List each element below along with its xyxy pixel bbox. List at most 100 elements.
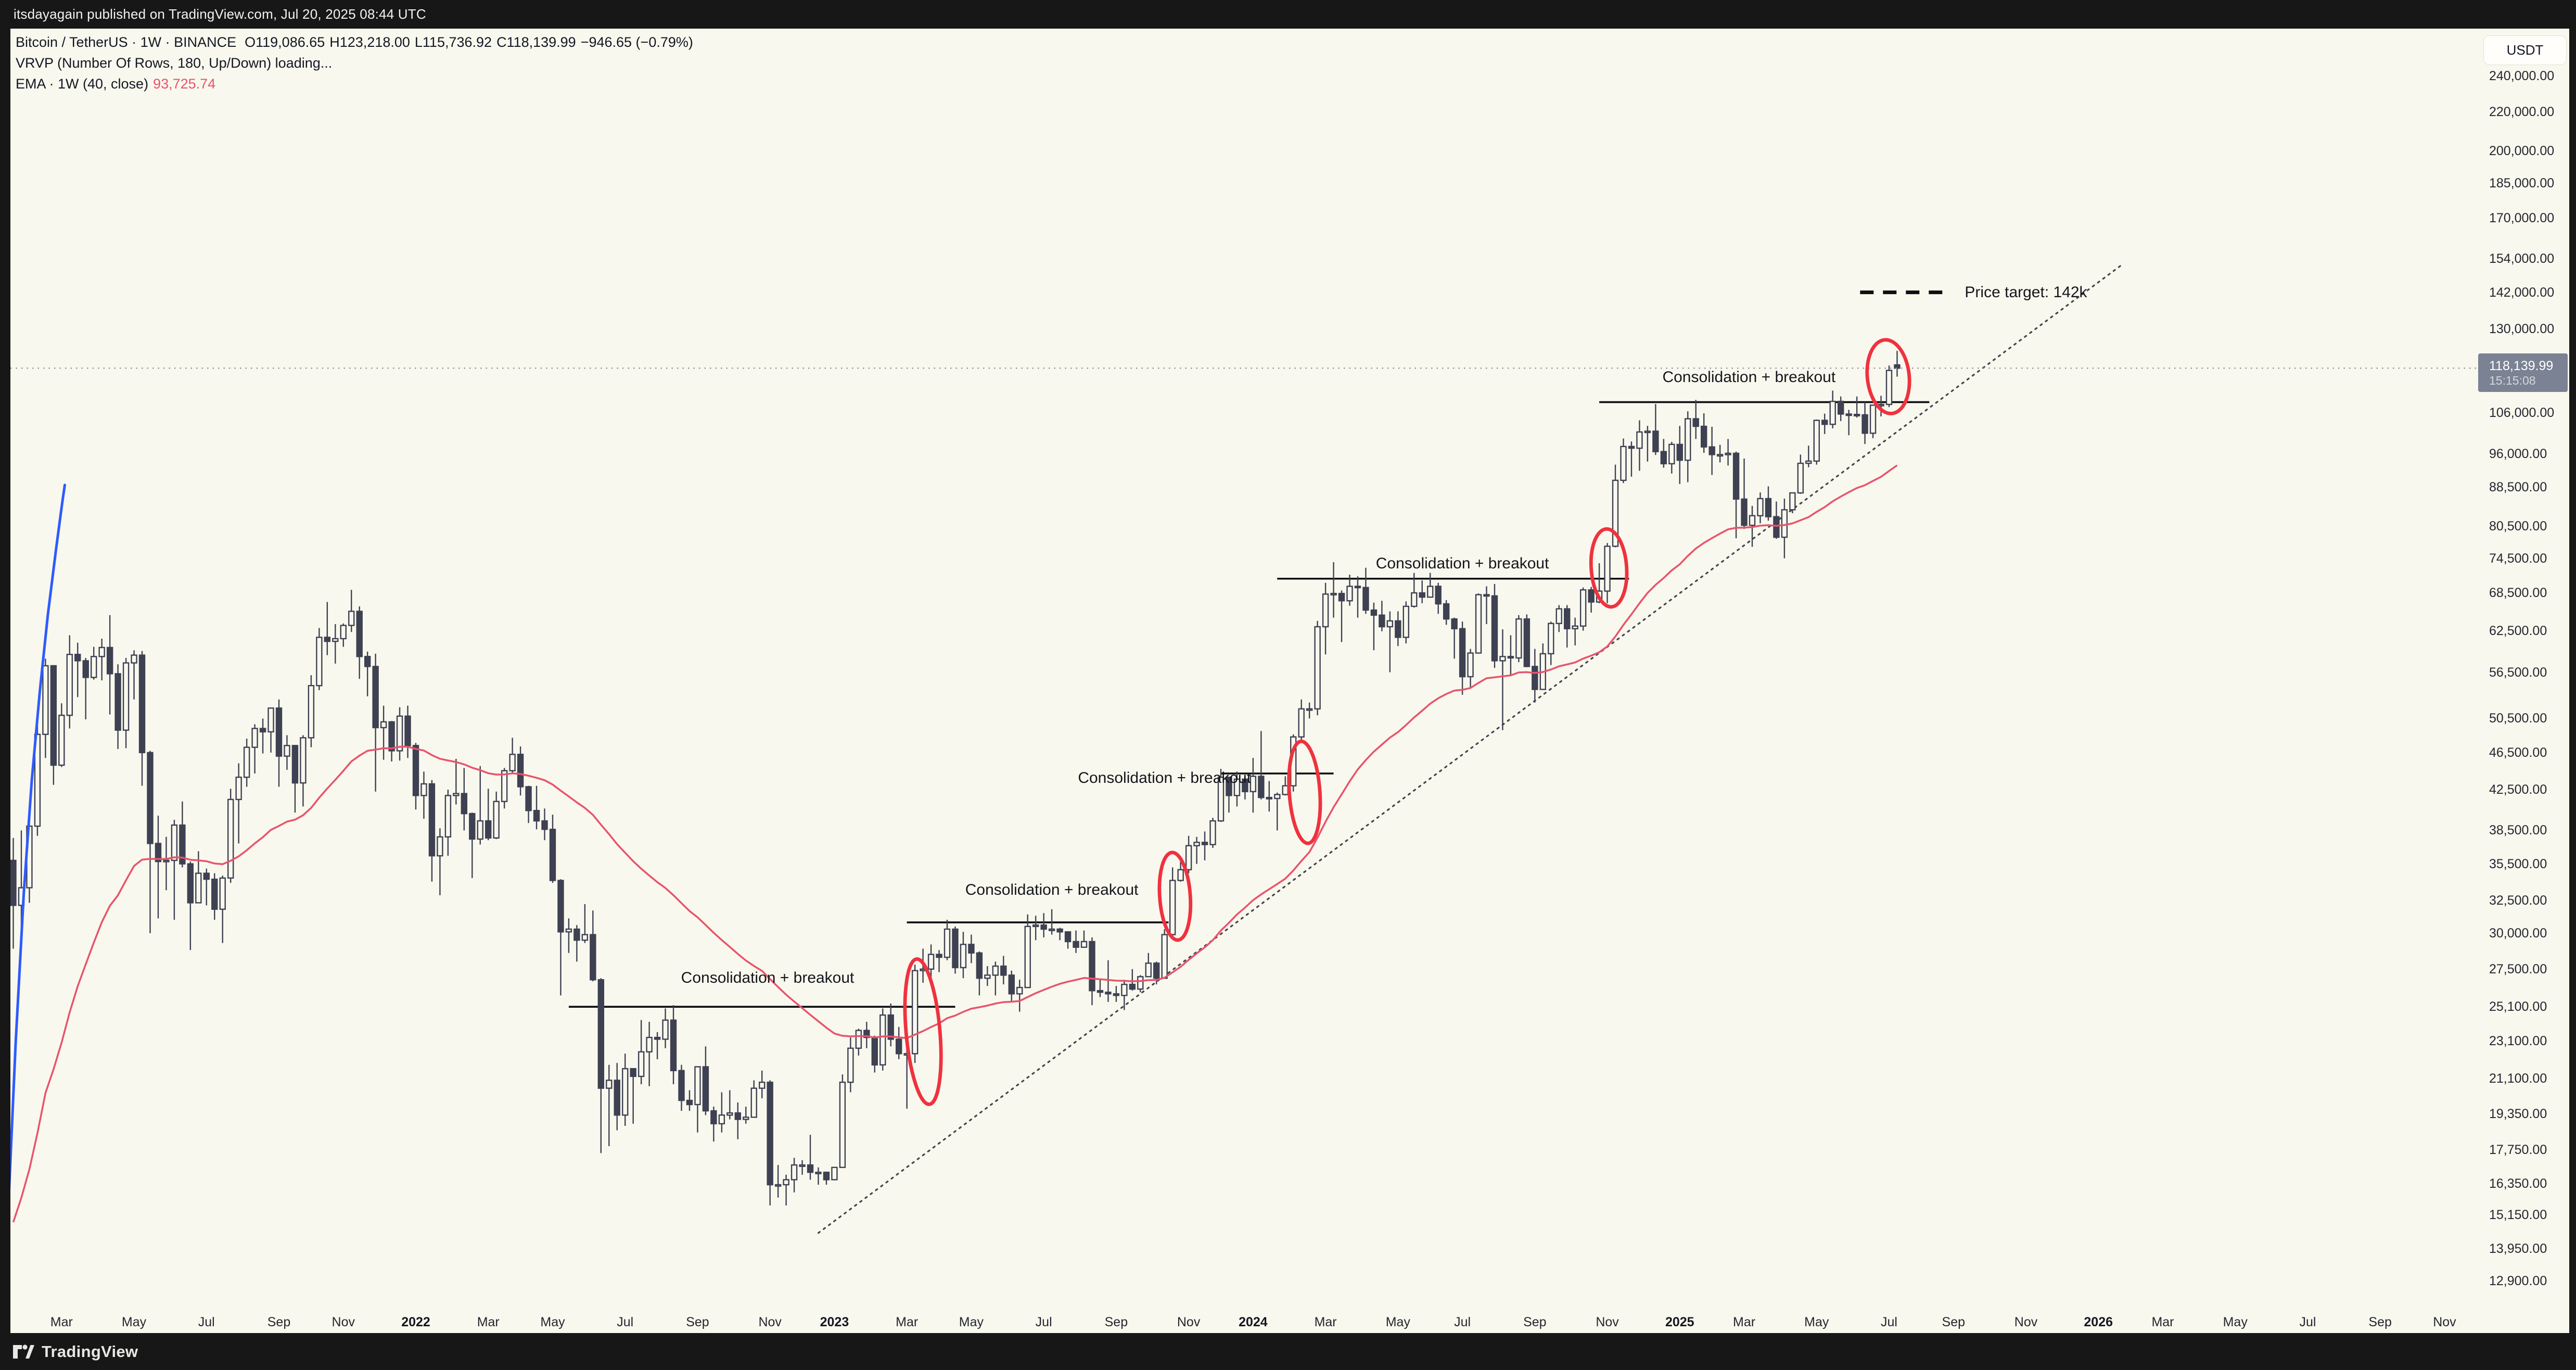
price-axis-label: 185,000.00 [2489,176,2555,191]
time-axis-label: Sep [686,1315,709,1329]
last-price-label: 118,139.99 15:15:08 [2478,353,2568,392]
legend-vrvp-row[interactable]: VRVP (Number Of Rows, 180, Up/Down) load… [16,55,693,71]
price-axis-label: 62,500.00 [2489,623,2547,638]
time-axis-label: Jul [198,1315,215,1329]
ohlc-high: H123,218.00 [329,34,410,50]
price-axis-label: 42,500.00 [2489,782,2547,797]
time-axis-label: 2024 [1239,1315,1268,1329]
ema-title: EMA · 1W (40, close) [16,76,149,92]
ohlc-open: O119,086.65 [245,34,325,50]
price-axis-label: 12,900.00 [2489,1274,2547,1289]
consolidation-breakout-text[interactable]: Consolidation + breakout [1078,769,1252,787]
time-axis-label: May [1385,1315,1410,1329]
ema-value: 93,725.74 [153,76,216,92]
price-axis-label: 15,150.00 [2489,1208,2547,1222]
price-axis-label: 27,500.00 [2489,961,2547,976]
currency-label: USDT [2506,42,2544,58]
currency-toggle-button[interactable]: USDT [2483,35,2567,65]
time-axis-label: Nov [331,1315,355,1329]
time-axis-label: Jul [1035,1315,1052,1329]
price-axis-label: 220,000.00 [2489,104,2555,119]
time-axis-label: Jul [617,1315,634,1329]
price-axis-label: 13,950.00 [2489,1241,2547,1257]
price-axis-label: 68,500.00 [2489,586,2547,600]
ohlc-close: C118,139.99 [496,34,576,50]
price-axis-label: 46,500.00 [2489,745,2547,760]
tradingview-brand-text: TradingView [42,1342,138,1361]
chart-legend: Bitcoin / TetherUS · 1W · BINANCE O119,0… [16,34,693,97]
level-lines-drawing[interactable] [568,401,1930,1008]
time-axis-label: Sep [1104,1315,1128,1329]
time-axis-label: Mar [1314,1315,1337,1329]
price-axis-label: 170,000.00 [2489,211,2555,226]
left-frame-border [0,0,10,1370]
price-target-text[interactable]: Price target: 142k [1965,283,2087,301]
consolidation-breakout-text[interactable]: Consolidation + breakout [681,969,855,987]
blue-curve-drawing[interactable] [7,484,66,1207]
time-axis-label: Sep [1523,1315,1547,1329]
time-axis-label: Jul [1881,1315,1897,1329]
price-axis-label: 32,500.00 [2489,893,2547,908]
trendline-drawing[interactable] [817,263,2124,1234]
time-axis-label: Nov [1177,1315,1201,1329]
published-text: itsdayagain published on TradingView.com… [14,6,426,22]
vrvp-status: VRVP (Number Of Rows, 180, Up/Down) load… [16,55,333,71]
time-axis-label: Nov [2014,1315,2038,1329]
legend-ema-row[interactable]: EMA · 1W (40, close) 93,725.74 [16,76,693,92]
ohlc-change: −946.65 (−0.79%) [580,34,693,50]
breakout-circles-drawing[interactable] [900,338,1913,1106]
price-axis-label: 88,500.00 [2489,480,2547,495]
right-frame-border [2569,0,2576,1370]
consolidation-breakout-text[interactable]: Consolidation + breakout [965,881,1139,899]
time-axis-label: May [540,1315,565,1329]
price-axis-label: 74,500.00 [2489,551,2547,566]
time-axis-label: May [2223,1315,2248,1329]
time-axis-label: Mar [1733,1315,1756,1329]
time-axis-label: 2026 [2084,1315,2113,1329]
price-axis-label: 30,000.00 [2489,925,2547,941]
time-axis-label: Mar [50,1315,73,1329]
time-axis-label: Nov [1596,1315,1619,1329]
candles-layer[interactable] [10,351,1901,1206]
price-axis-label: 35,500.00 [2489,856,2547,871]
price-axis-label: 240,000.00 [2489,69,2555,83]
time-axis-label: 2025 [1665,1315,1694,1329]
time-axis-label: 2022 [401,1315,430,1329]
published-bar: itsdayagain published on TradingView.com… [0,0,2576,29]
legend-symbol-row[interactable]: Bitcoin / TetherUS · 1W · BINANCE O119,0… [16,34,693,50]
time-axis-label: Sep [267,1315,291,1329]
price-axis-label: 50,500.00 [2489,711,2547,726]
consolidation-breakout-text[interactable]: Consolidation + breakout [1375,555,1549,573]
ema-line[interactable] [12,464,1898,1223]
price-axis-label: 56,500.00 [2489,665,2547,680]
tradingview-brand-link[interactable]: TradingView [12,1342,138,1361]
time-axis-label: Mar [2151,1315,2174,1329]
time-axis-label: Jul [2299,1315,2316,1329]
time-axis-label: Nov [2433,1315,2456,1329]
symbol-title: Bitcoin / TetherUS · 1W · BINANCE [16,34,237,50]
time-axis-label: May [959,1315,984,1329]
price-axis-label: 21,100.00 [2489,1071,2547,1086]
footer-bar: TradingView [0,1333,2576,1370]
time-axis-label: Mar [896,1315,919,1329]
price-axis-label: 38,500.00 [2489,823,2547,838]
price-axis-label: 106,000.00 [2489,405,2555,421]
price-axis-label: 17,750.00 [2489,1142,2547,1157]
consolidation-breakout-text[interactable]: Consolidation + breakout [1662,368,1836,386]
last-price-value: 118,139.99 [2489,358,2554,373]
time-axis-label: May [121,1315,147,1329]
time-axis-label: 2023 [820,1315,849,1329]
price-axis-label: 16,350.00 [2489,1176,2547,1191]
price-axis-label: 96,000.00 [2489,446,2547,461]
time-axis-label: May [1804,1315,1829,1329]
bar-countdown: 15:15:08 [2489,373,2536,387]
time-axis-label: Nov [758,1315,782,1329]
time-axis-label: Sep [1942,1315,1966,1329]
tradingview-logo-icon [13,1344,34,1359]
price-axis-label: 142,000.00 [2489,285,2555,300]
price-axis-label: 80,500.00 [2489,519,2547,534]
price-axis-label: 19,350.00 [2489,1107,2547,1122]
price-axis-label: 23,100.00 [2489,1033,2547,1048]
